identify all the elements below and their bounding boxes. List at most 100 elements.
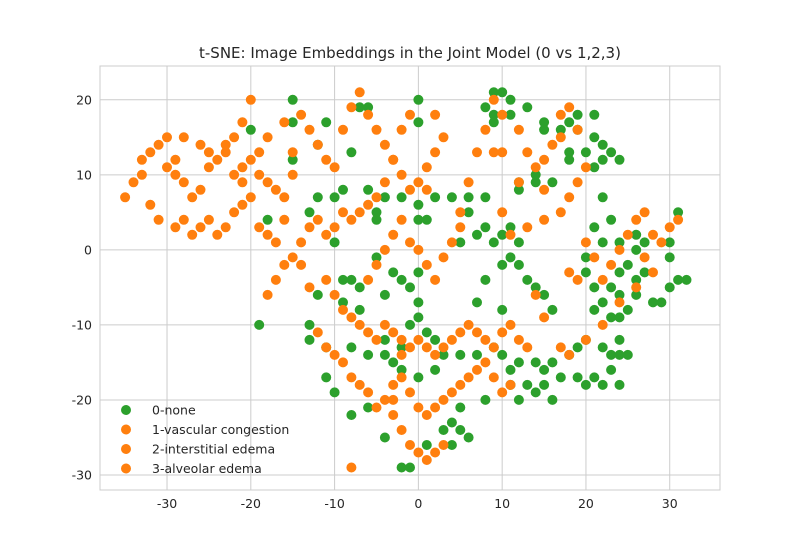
- point-1-vascular-congestion: [379, 177, 390, 188]
- point-1-vascular-congestion: [304, 222, 315, 233]
- point-1-vascular-congestion: [430, 274, 441, 285]
- point-1-vascular-congestion: [338, 304, 348, 315]
- point-1-vascular-congestion: [229, 169, 240, 180]
- point-1-vascular-congestion: [580, 237, 591, 248]
- point-0-none: [580, 252, 591, 263]
- point-0-none: [304, 334, 315, 345]
- point-1-vascular-congestion: [220, 139, 231, 150]
- legend-label: 2-interstitial edema: [152, 442, 275, 457]
- x-tick-label: -30: [157, 496, 177, 511]
- point-1-vascular-congestion: [421, 342, 432, 353]
- point-0-none: [614, 154, 625, 165]
- point-1-vascular-congestion: [229, 132, 240, 143]
- point-1-vascular-congestion: [312, 214, 323, 225]
- point-0-none: [254, 319, 265, 330]
- tick-labels: -30 -20 -10 0 10 20 30 -30 -20 -10 0 10 20: [72, 92, 678, 511]
- point-1-vascular-congestion: [136, 154, 147, 165]
- point-1-vascular-congestion: [270, 237, 281, 248]
- chart-title: t-SNE: Image Embeddings in the Joint Mod…: [199, 44, 621, 62]
- point-0-none: [614, 349, 625, 360]
- point-1-vascular-congestion: [505, 229, 516, 240]
- point-0-none: [438, 425, 449, 435]
- point-0-none: [580, 267, 591, 278]
- point-0-none: [354, 102, 365, 113]
- point-1-vascular-congestion: [564, 267, 575, 278]
- point-0-none: [589, 282, 600, 293]
- point-0-none: [488, 237, 499, 248]
- point-1-vascular-congestion: [564, 102, 575, 113]
- point-0-none: [606, 147, 617, 158]
- point-1-vascular-congestion: [446, 237, 457, 248]
- point-0-none: [363, 349, 374, 360]
- point-1-vascular-congestion: [572, 274, 583, 285]
- point-0-none: [606, 214, 617, 225]
- point-0-none: [396, 274, 407, 285]
- point-0-none: [472, 297, 482, 308]
- point-1-vascular-congestion: [203, 147, 214, 158]
- point-1-vascular-congestion: [321, 154, 332, 165]
- point-0-none: [614, 334, 625, 345]
- point-1-vascular-congestion: [388, 410, 399, 420]
- point-0-none: [304, 207, 315, 218]
- point-1-vascular-congestion: [522, 342, 533, 353]
- point-1-vascular-congestion: [480, 124, 491, 135]
- point-1-vascular-congestion: [513, 334, 524, 345]
- point-1-vascular-congestion: [446, 387, 457, 398]
- point-0-none: [371, 207, 382, 218]
- point-1-vascular-congestion: [321, 274, 332, 285]
- point-0-none: [597, 342, 608, 353]
- point-1-vascular-congestion: [120, 192, 131, 203]
- point-0-none: [597, 297, 608, 308]
- point-0-none: [480, 274, 491, 285]
- point-1-vascular-congestion: [162, 162, 172, 173]
- point-0-none: [572, 342, 583, 353]
- point-1-vascular-congestion: [413, 244, 424, 255]
- point-1-vascular-congestion: [379, 244, 390, 255]
- point-1-vascular-congestion: [513, 124, 524, 135]
- point-0-none: [497, 259, 508, 270]
- point-0-none: [631, 229, 642, 240]
- point-1-vascular-congestion: [338, 207, 348, 218]
- point-1-vascular-congestion: [413, 447, 424, 458]
- point-0-none: [614, 379, 625, 390]
- point-0-none: [421, 214, 432, 225]
- point-1-vascular-congestion: [279, 214, 290, 225]
- x-tick-label: 30: [662, 496, 678, 511]
- point-1-vascular-congestion: [379, 139, 390, 150]
- point-1-vascular-congestion: [648, 267, 658, 278]
- point-0-none: [606, 364, 617, 375]
- point-0-none: [371, 252, 382, 263]
- point-1-vascular-congestion: [597, 274, 608, 285]
- point-1-vascular-congestion: [530, 162, 541, 173]
- point-1-vascular-congestion: [388, 394, 399, 405]
- point-0-none: [463, 207, 474, 218]
- y-tick-label: -30: [72, 467, 92, 482]
- point-1-vascular-congestion: [287, 252, 298, 263]
- point-1-vascular-congestion: [371, 334, 382, 345]
- point-1-vascular-congestion: [580, 162, 591, 173]
- point-1-vascular-congestion: [564, 349, 575, 360]
- point-0-none: [413, 312, 424, 323]
- point-1-vascular-congestion: [279, 259, 290, 270]
- point-1-vascular-congestion: [522, 222, 533, 233]
- point-0-none: [580, 379, 591, 390]
- point-0-none: [413, 214, 424, 225]
- point-1-vascular-congestion: [237, 117, 248, 128]
- point-1-vascular-congestion: [338, 124, 348, 135]
- point-1-vascular-congestion: [555, 109, 566, 120]
- point-1-vascular-congestion: [656, 237, 667, 248]
- point-1-vascular-congestion: [220, 147, 231, 158]
- point-0-none: [648, 297, 658, 308]
- y-tick-label: -20: [72, 392, 92, 407]
- point-0-none: [371, 214, 382, 225]
- point-0-none: [622, 304, 633, 315]
- point-0-none: [438, 349, 449, 360]
- point-0-none: [513, 357, 524, 368]
- point-1-vascular-congestion: [396, 334, 407, 345]
- point-0-none: [631, 274, 642, 285]
- legend-label: 0-none: [152, 403, 196, 418]
- point-1-vascular-congestion: [203, 162, 214, 173]
- point-0-none: [522, 274, 533, 285]
- legend-marker: [121, 444, 131, 454]
